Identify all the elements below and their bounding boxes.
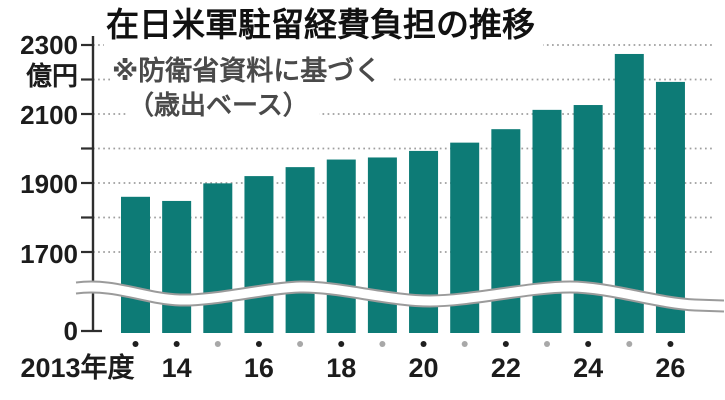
year-dot-2025 — [626, 341, 633, 347]
year-dot-2023 — [544, 341, 550, 347]
bar-2026 — [655, 81, 685, 333]
axis-break-band — [75, 281, 725, 312]
year-dot-2020 — [420, 341, 427, 347]
year-dot-2024 — [585, 341, 592, 347]
year-dot-2021 — [461, 341, 468, 347]
bar-2023 — [532, 109, 562, 333]
year-dot-2016 — [255, 341, 262, 347]
bar-2017 — [285, 167, 315, 333]
bar-2019 — [367, 157, 397, 333]
year-dot-2013 — [132, 341, 139, 347]
year-dot-2014 — [173, 341, 180, 347]
axis-break-wave-bottom — [75, 291, 725, 313]
bar-2015 — [203, 183, 233, 333]
year-dot-2017 — [297, 341, 304, 347]
bar-2018 — [326, 159, 356, 333]
year-dot-2022 — [502, 341, 509, 347]
bar-2013 — [121, 196, 150, 333]
year-dot-2018 — [338, 341, 345, 347]
year-dot-2019 — [379, 341, 386, 347]
bar-2016 — [244, 176, 274, 333]
year-dot-2026 — [667, 341, 674, 347]
year-dot-2015 — [214, 341, 221, 347]
bar-2014 — [162, 200, 192, 333]
bar-2022 — [491, 129, 521, 333]
bar-2024 — [573, 105, 603, 333]
axis-break-wave-top — [75, 280, 725, 302]
